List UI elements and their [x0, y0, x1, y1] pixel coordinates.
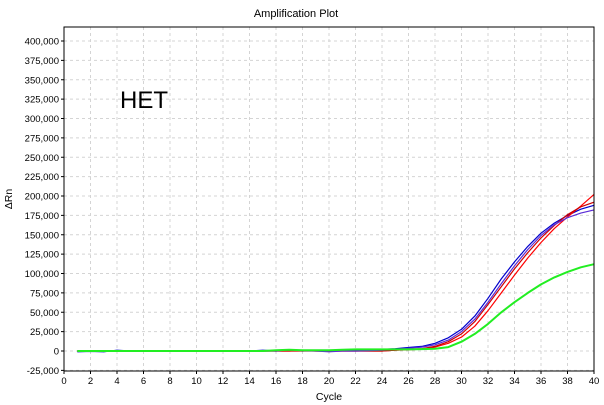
x-tick-label: 10 — [191, 376, 202, 387]
x-tick-label: 30 — [456, 376, 467, 387]
x-tick-label: 12 — [218, 376, 229, 387]
y-tick-label: 400,000 — [25, 37, 59, 48]
x-tick-label: 6 — [141, 376, 146, 387]
series-lines — [77, 193, 595, 353]
x-tick-label: 26 — [403, 376, 414, 387]
y-tick-label: 200,000 — [25, 192, 59, 203]
x-tick-label: 38 — [562, 376, 573, 387]
x-tick-label: 28 — [430, 376, 441, 387]
x-tick-label: 8 — [167, 376, 172, 387]
het-annotation: HET — [120, 87, 168, 114]
x-tick-label: 34 — [509, 376, 520, 387]
y-axis-ticks: -25,000 0 25,000 50,000 75,000 100,000 125,000… — [25, 37, 64, 377]
y-tick-label: 100,000 — [25, 269, 59, 280]
x-axis-ticks: 0 2 4 6 8 10 12 14 16 18 20 22 24 26 28 30 32 34 36 38 40 — [61, 371, 599, 387]
y-tick-label: 125,000 — [25, 250, 59, 261]
y-tick-label: 225,000 — [25, 172, 59, 183]
x-tick-label: 14 — [244, 376, 255, 387]
y-tick-label: 0 — [54, 347, 59, 358]
y-tick-label: 50,000 — [30, 308, 59, 319]
x-tick-label: 32 — [483, 376, 494, 387]
y-tick-label: 150,000 — [25, 230, 59, 241]
gridlines — [64, 27, 594, 371]
y-tick-label: 375,000 — [25, 56, 59, 67]
x-tick-label: 22 — [350, 376, 361, 387]
x-tick-label: 18 — [297, 376, 308, 387]
y-tick-label: 275,000 — [25, 133, 59, 144]
x-tick-label: 4 — [114, 376, 119, 387]
x-tick-label: 0 — [61, 376, 66, 387]
series-line-5 — [77, 263, 595, 352]
y-axis-label: ΔRn — [3, 189, 15, 210]
y-tick-label: -25,000 — [27, 366, 59, 377]
y-tick-label: 175,000 — [25, 211, 59, 222]
x-tick-label: 24 — [377, 376, 388, 387]
y-tick-label: 325,000 — [25, 95, 59, 106]
x-tick-label: 40 — [589, 376, 600, 387]
x-tick-label: 2 — [88, 376, 93, 387]
x-tick-label: 36 — [536, 376, 547, 387]
y-tick-label: 250,000 — [25, 153, 59, 164]
chart-title: Amplification Plot — [254, 8, 338, 20]
x-tick-label: 16 — [271, 376, 282, 387]
y-tick-label: 25,000 — [30, 327, 59, 338]
y-tick-label: 300,000 — [25, 114, 59, 125]
y-tick-label: 350,000 — [25, 75, 59, 86]
x-tick-label: 20 — [324, 376, 335, 387]
plot-area — [64, 27, 594, 371]
x-axis-label: Cycle — [316, 391, 342, 403]
y-tick-label: 75,000 — [30, 288, 59, 299]
